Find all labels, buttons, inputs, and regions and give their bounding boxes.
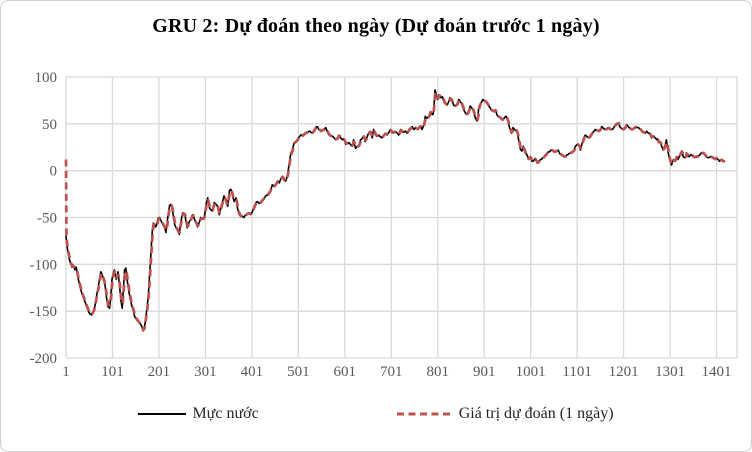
- y-axis-labels: 100 50 0 -50 -100 -150 -200: [30, 70, 58, 367]
- legend: Mực nước Giá trị dự đoán (1 ngày): [1, 405, 751, 423]
- svg-text:401: 401: [241, 364, 264, 380]
- legend-item-muc-nuoc: Mực nước: [138, 405, 259, 423]
- svg-text:1401: 1401: [702, 364, 732, 380]
- svg-text:0: 0: [50, 164, 58, 180]
- svg-text:601: 601: [334, 364, 357, 380]
- grid-lines: [65, 76, 738, 359]
- dashed-line-swatch-icon: [396, 412, 453, 416]
- svg-text:1001: 1001: [516, 364, 546, 380]
- svg-text:-50: -50: [37, 211, 57, 227]
- legend-label-muc-nuoc: Mực nước: [192, 405, 259, 422]
- svg-text:-100: -100: [30, 257, 58, 273]
- chart-title: GRU 2: Dự đoán theo ngày (Dự đoán trước …: [152, 15, 600, 37]
- svg-text:501: 501: [287, 364, 310, 380]
- svg-text:101: 101: [101, 364, 124, 380]
- x-axis-labels: 1 101 201 301 401 501 601 701 801 901 1001 1101 1201…: [62, 364, 731, 380]
- svg-text:901: 901: [473, 364, 496, 380]
- svg-text:50: 50: [42, 117, 57, 133]
- svg-text:201: 201: [148, 364, 171, 380]
- legend-item-du-doan: Giá trị dự đoán (1 ngày): [396, 405, 614, 423]
- svg-text:1101: 1101: [562, 364, 591, 380]
- svg-text:-200: -200: [30, 351, 58, 367]
- series-du-doan: [64, 91, 726, 332]
- legend-label-du-doan: Giá trị dự đoán (1 ngày): [458, 405, 614, 422]
- solid-line-swatch-icon: [138, 413, 187, 415]
- svg-text:1301: 1301: [655, 364, 685, 380]
- svg-text:1201: 1201: [609, 364, 639, 380]
- svg-text:100: 100: [35, 70, 58, 86]
- svg-text:701: 701: [380, 364, 403, 380]
- svg-text:801: 801: [426, 364, 449, 380]
- svg-text:-150: -150: [30, 304, 58, 320]
- svg-text:1: 1: [62, 364, 70, 380]
- svg-text:301: 301: [194, 364, 217, 380]
